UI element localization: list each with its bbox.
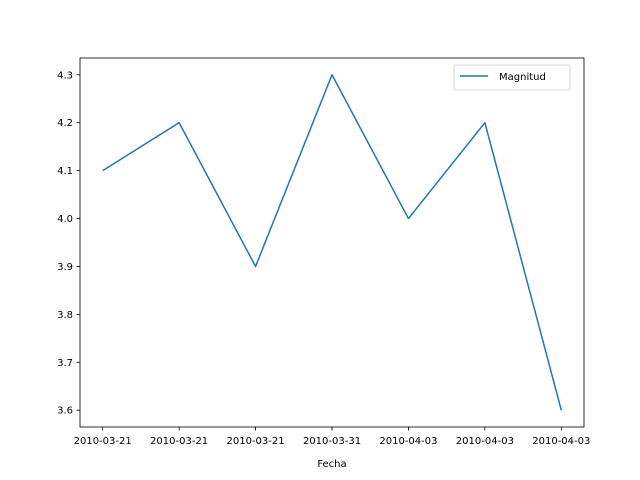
x-axis-ticks: 2010-03-21 2010-03-21 2010-03-21 2010-03-31… (74, 427, 590, 447)
y-tick-label: 3.9 (57, 262, 73, 273)
x-tick-label: 2010-03-21 (226, 436, 284, 447)
x-axis-title: Fecha (317, 459, 346, 470)
legend: Magnitud (453, 64, 571, 91)
legend-label-magnitud: Magnitud (499, 72, 546, 83)
y-tick-label: 3.7 (57, 358, 73, 369)
x-tick-label: 2010-04-03 (532, 436, 590, 447)
x-tick-label: 2010-04-03 (379, 436, 437, 447)
series-layer (102, 74, 563, 411)
y-tick-label: 4.2 (57, 118, 73, 129)
x-tick-label: 2010-03-31 (303, 436, 361, 447)
y-tick-label: 3.8 (57, 310, 73, 321)
y-tick-label: 4.3 (57, 70, 73, 81)
x-tick-label: 2010-03-21 (150, 436, 208, 447)
x-tick-label: 2010-04-03 (456, 436, 514, 447)
legend-box (453, 64, 571, 91)
y-tick-label: 3.6 (57, 406, 73, 417)
axes-frame (79, 57, 585, 428)
y-tick-label: 4.1 (57, 166, 73, 177)
y-axis-ticks: 3.6 3.7 3.8 3.9 4.0 4.1 4.2 4.3 (57, 70, 80, 417)
x-tick-label: 2010-03-21 (74, 436, 132, 447)
y-tick-label: 4.0 (57, 214, 73, 225)
